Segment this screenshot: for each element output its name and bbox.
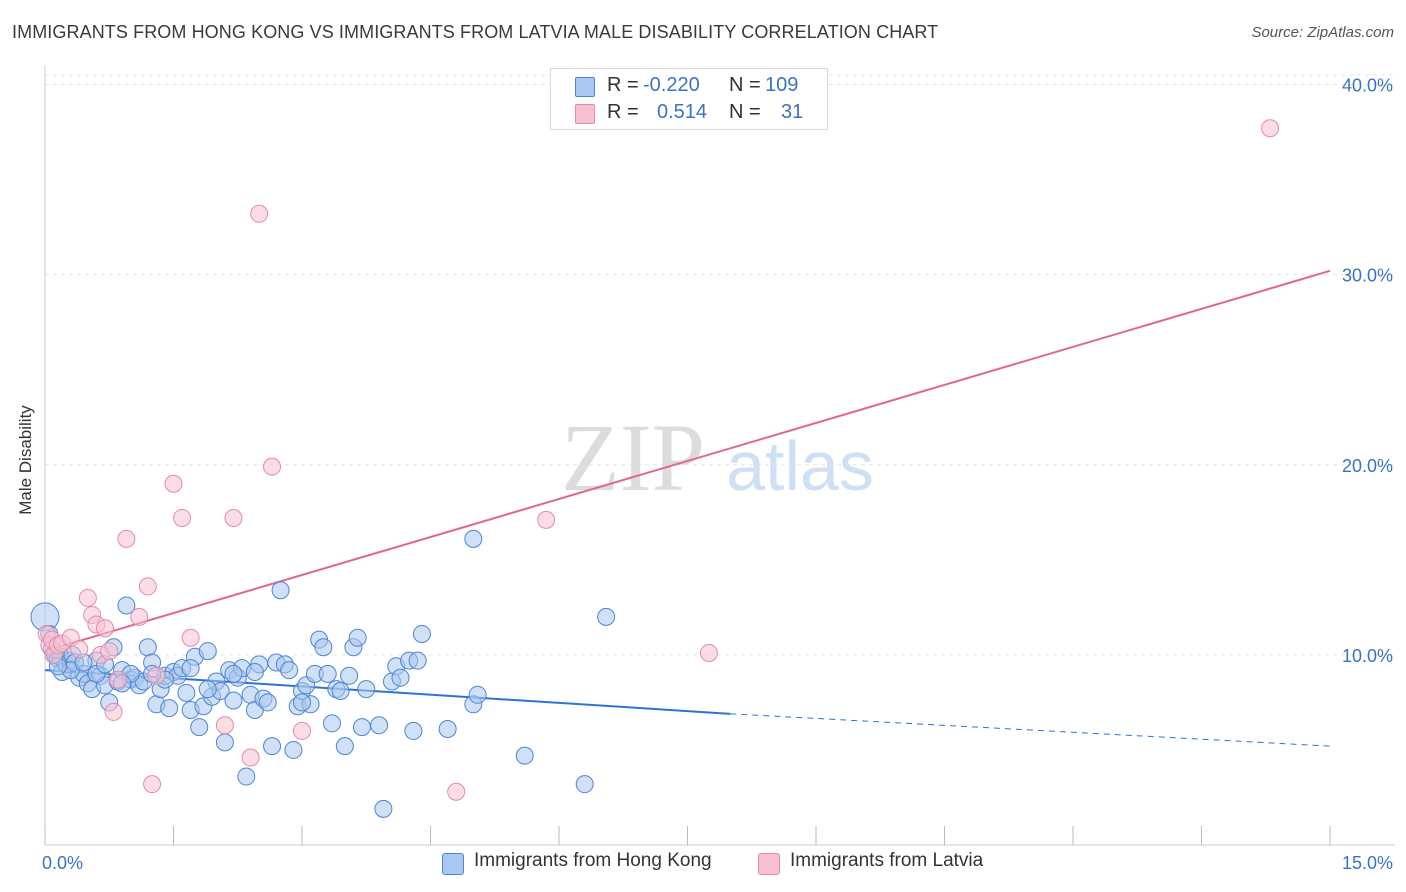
data-point-latvia [100,642,119,661]
data-point-latvia [108,670,127,689]
data-point-hong-kong [340,666,359,685]
data-point-latvia [224,508,243,527]
data-point-latvia [130,607,149,626]
data-point-hong-kong [357,680,376,699]
data-point-hong-kong [160,699,179,718]
data-point-hong-kong [224,691,243,710]
data-point-hong-kong [237,767,256,786]
data-point-hong-kong [404,721,423,740]
data-point-hong-kong [138,638,157,657]
data-point-latvia [215,716,234,735]
data-point-hong-kong [597,607,616,626]
legend-label: Immigrants from Latvia [790,850,984,871]
data-point-hong-kong [374,799,393,818]
chart-title: IMMIGRANTS FROM HONG KONG VS IMMIGRANTS … [12,22,939,42]
data-point-latvia [263,457,282,476]
r-label: R = [607,74,639,96]
y-tick-label: 10.0% [1342,646,1393,666]
data-point-hong-kong [331,682,350,700]
data-point-hong-kong [198,680,217,699]
data-point-latvia [1261,119,1280,138]
data-point-latvia [78,588,97,607]
data-point-hong-kong [391,668,410,687]
data-point-hong-kong [464,529,483,548]
data-point-hong-kong [245,662,264,681]
data-point-latvia [104,702,123,721]
data-point-hong-kong [314,638,333,657]
data-point-latvia [699,643,718,662]
data-point-latvia [181,628,200,647]
data-point-hong-kong [575,775,594,794]
correlation-legend: R = -0.220 N = 109 R = 0.514 N = 31 [550,68,828,130]
data-point-latvia [241,748,260,767]
data-point-latvia [143,775,162,794]
data-point-hong-kong [293,693,311,712]
n-label: N = [729,101,761,123]
watermark-atlas: atlas [726,427,874,505]
data-point-hong-kong [322,714,341,733]
data-point-latvia [138,577,157,596]
r-label: R = [607,101,639,123]
r-value: -0.220 [643,74,700,96]
data-point-latvia [164,474,183,493]
source-label: Source: ZipAtlas.com [1251,24,1394,41]
blue-swatch [442,853,464,875]
data-point-latvia [537,510,556,529]
data-point-hong-kong [284,740,303,759]
data-point-hong-kong [412,624,431,643]
data-point-latvia [250,204,269,223]
data-point-hong-kong [468,685,487,704]
y-axis-title: Male Disability [16,405,35,515]
data-point-latvia [173,508,192,527]
pink-swatch [758,853,780,875]
data-point-latvia [147,666,166,685]
watermark-zip: ZIP [561,404,705,511]
trend-line-hong-kong-projection [730,713,1331,747]
blue-swatch [575,77,595,97]
data-point-hong-kong [258,693,277,712]
data-point-hong-kong [318,664,337,683]
data-point-hong-kong [335,737,354,756]
data-point-latvia [70,640,89,659]
data-point-hong-kong [117,596,136,615]
y-tick-label: 20.0% [1342,456,1393,476]
trend-line-latvia [44,269,1331,653]
data-point-hong-kong [515,746,534,765]
n-value: 109 [765,74,799,96]
legend-row-hong-kong: R = -0.220 N = 109 [551,74,827,100]
y-tick-label: 30.0% [1342,266,1393,286]
data-point-hong-kong [177,683,196,702]
data-point-latvia [293,721,311,740]
data-point-hong-kong [348,628,367,647]
data-point-hong-kong [263,737,282,756]
data-point-hong-kong [215,733,234,752]
data-point-hong-kong [408,651,427,670]
y-tick-label: 40.0% [1342,76,1393,96]
x-tick-label: 15.0% [1342,853,1393,873]
r-value: 0.514 [657,101,708,123]
data-point-latvia [447,782,466,801]
data-point-hong-kong [224,664,243,683]
n-label: N = [729,74,761,96]
pink-swatch [575,104,595,124]
data-point-hong-kong [181,659,200,678]
data-point-hong-kong [198,642,217,661]
legend-row-latvia: R = 0.514 N = 31 [551,101,827,127]
legend-label: Immigrants from Hong Kong [474,850,712,871]
n-value: 31 [781,101,804,123]
data-point-hong-kong [271,581,290,600]
watermark: ZIP atlas [561,404,874,511]
data-point-hong-kong [280,661,299,680]
data-point-latvia [117,529,136,548]
data-point-hong-kong [190,718,209,737]
data-point-hong-kong [438,720,457,739]
data-point-latvia [95,619,114,638]
x-tick-label: 0.0% [42,853,83,873]
data-point-hong-kong [352,718,371,737]
data-point-hong-kong [370,716,389,735]
